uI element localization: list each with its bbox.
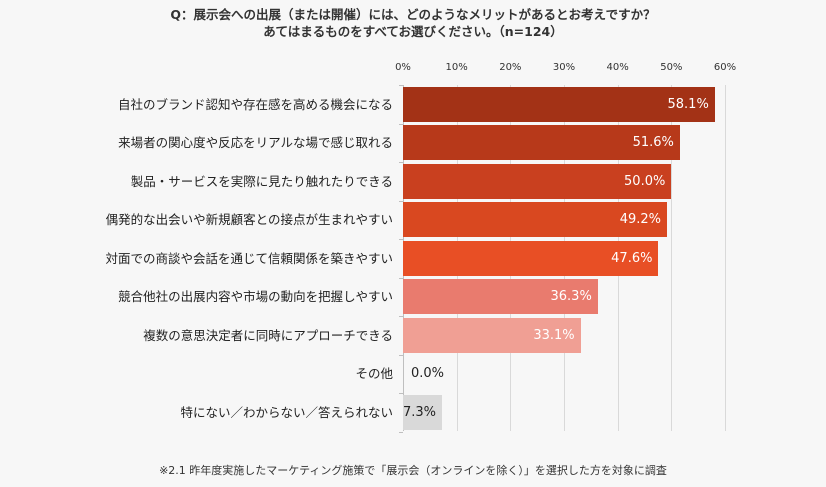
bar-row: 47.6% [403,240,725,276]
bar [403,317,581,353]
bar-row: 0.0% [403,356,725,391]
y-tick [399,354,403,356]
bar-value-label: 51.6% [632,135,674,150]
y-tick [399,393,403,394]
y-tick [399,85,403,86]
bar-value-label: 49.2% [619,212,662,227]
category-label: その他 [355,366,393,381]
bar-row: 36.3% [403,279,725,314]
y-tick [399,239,403,240]
x-tick-label: 40% [606,62,629,73]
gridline [671,85,673,431]
category-label: 対面での商談や会話を通じて信頼関係を築きやすい [105,250,393,266]
gridline [725,85,726,431]
bar-row: 51.6% [403,125,725,160]
x-tick-label: 50% [660,62,683,73]
y-tick [399,277,403,279]
y-tick [399,431,403,433]
bar [403,202,668,237]
x-tick-label: 60% [713,62,737,73]
chart-title-line2: あてはまるものをすべてお選びください。（n=124） [263,24,563,39]
bar-value-label: 7.3% [403,404,437,420]
bar-value-label: 33.1% [533,327,575,343]
category-label: 来場者の関心度や反応をリアルな場で感じ取れる [118,135,393,150]
plot-area: 58.1% 51.6% 50.0% 49.2% 47.6% 36.3% 33.1% 0.0% 7… [399,85,726,433]
y-tick [399,200,403,202]
category-label: 特にない／わからない／答えられない [180,404,393,420]
bar-value-label: 0.0% [411,366,445,381]
bar-value-label: 47.6% [611,250,653,266]
x-tick-label: 20% [499,62,522,73]
y-tick [399,123,403,125]
chart-title-line1: Q：展示会への出展（または開催）には、どのようなメリットがあるとお考えですか？ [170,7,656,22]
bar-row: 50.0% [403,163,725,199]
bar-row: 7.3% [403,394,725,430]
x-tick-label: 10% [445,62,468,73]
x-tick-label: 0% [395,62,411,73]
x-tick-label: 30% [552,62,576,73]
bar [403,240,659,276]
y-tick [399,162,403,163]
bar-row: 33.1% [403,317,725,353]
bar-row: 49.2% [403,202,725,237]
y-tick [399,316,403,317]
bar [403,163,672,199]
category-label: 複数の意思決定者に同時にアプローチできる [143,327,393,343]
footnote: ※2.1 昨年度実施したマーケティング施策で「展示会（オンラインを除く）」を選択… [159,464,667,477]
category-label: 偶発的な出会いや新規顧客との接点が生まれやすい [105,212,393,227]
category-label: 自社のブランド認知や存在感を高める機会になる [117,96,393,112]
chart-title: Q：展示会への出展（または開催）には、どのようなメリットがあるとお考えですか？ … [0,6,826,40]
category-label: 競合他社の出展内容や市場の動向を把握しやすい [118,289,393,304]
bar-row: 58.1% [403,86,725,122]
bar-value-label: 50.0% [624,173,666,189]
category-label: 製品・サービスを実際に見たり触れたりできる [130,173,393,189]
bar-value-label: 58.1% [667,96,709,112]
bar [403,86,715,122]
bar [403,279,598,314]
bar [403,394,443,430]
bar-value-label: 36.3% [550,289,592,304]
bar [403,125,680,160]
